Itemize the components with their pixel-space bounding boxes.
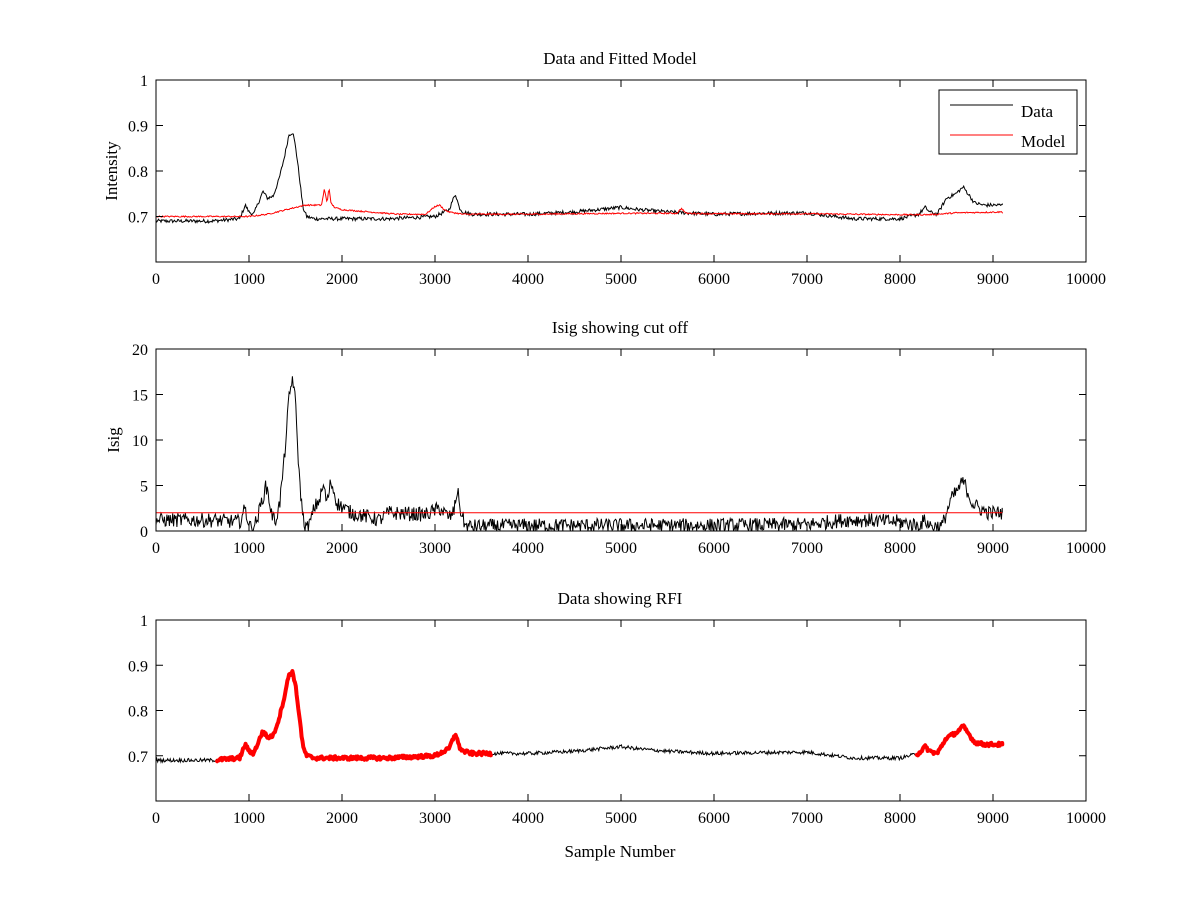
- panel-2-title: Isig showing cut off: [552, 318, 688, 337]
- x-tick-label: 8000: [884, 540, 916, 557]
- series-group: [156, 669, 1005, 764]
- x-tick-label: 10000: [1066, 271, 1106, 288]
- y-tick-label: 0.7: [128, 749, 148, 766]
- series-group: [156, 376, 1003, 531]
- x-tick-label: 6000: [698, 810, 730, 827]
- x-tick-label: 9000: [977, 271, 1009, 288]
- x-tick-label: 2000: [326, 540, 358, 557]
- x-tick-label: 5000: [605, 810, 637, 827]
- x-tick-label: 7000: [791, 810, 823, 827]
- x-tick-label: 10000: [1066, 540, 1106, 557]
- x-tick-label: 0: [152, 271, 160, 288]
- x-tick-label: 8000: [884, 810, 916, 827]
- y-tick-label: 20: [132, 342, 148, 359]
- x-tick-label: 3000: [419, 540, 451, 557]
- x-tick-label: 6000: [698, 271, 730, 288]
- panel-isig-showing-cut-off: Isig showing cut off Isig 0 1000 2000 3000 4…: [104, 318, 1106, 557]
- y-tick-label: 0.9: [128, 658, 148, 675]
- legend-box: [938, 89, 1078, 155]
- y-tick-label: 0.9: [128, 119, 148, 136]
- panel-1-title: Data and Fitted Model: [543, 49, 697, 68]
- rfi-highlight-segment-1: [215, 669, 493, 764]
- x-tick-label: 9000: [977, 540, 1009, 557]
- series-line-isig: [156, 376, 1003, 531]
- y-tick-label: 0.7: [128, 210, 148, 227]
- x-tick-label: 1000: [233, 540, 265, 557]
- panel-1-ylabel: Intensity: [102, 141, 121, 201]
- x-tick-label: 7000: [791, 271, 823, 288]
- y-tick-label: 0: [140, 524, 148, 541]
- x-tick-label: 1000: [233, 271, 265, 288]
- panel-3-plot-area: 0 1000 2000 3000 4000 5000 6000 7000 8000 9000 100…: [128, 613, 1106, 827]
- x-tick-label: 1000: [233, 810, 265, 827]
- series-line-model: [156, 188, 1003, 218]
- x-tick-label: 2000: [326, 271, 358, 288]
- panel-1-plot-area: 0 1000 2000 3000 4000 5000 6000 7000 8000 9000 100…: [128, 73, 1106, 288]
- y-tick-label: 1: [140, 613, 148, 630]
- x-tick-label: 0: [152, 540, 160, 557]
- x-tick-label: 2000: [326, 810, 358, 827]
- x-tick-label: 5000: [605, 540, 637, 557]
- x-tick-label: 8000: [884, 271, 916, 288]
- panel-3-xlabel: Sample Number: [565, 842, 676, 861]
- y-tick-label: 0.8: [128, 704, 148, 721]
- x-tick-label: 6000: [698, 540, 730, 557]
- x-tick-label: 9000: [977, 810, 1009, 827]
- y-tick-label: 5: [140, 479, 148, 496]
- y-tick-label: 1: [140, 73, 148, 90]
- panel-data-showing-rfi: Data showing RFI Sample Number 0 1000 2000…: [128, 589, 1106, 861]
- x-tick-label: 4000: [512, 810, 544, 827]
- rfi-highlight-segment-2: [914, 723, 1005, 758]
- panel-1-legend: Data Model: [938, 89, 1078, 155]
- series-line-data: [156, 133, 1003, 224]
- x-tick-label: 7000: [791, 540, 823, 557]
- series-group: [156, 133, 1003, 224]
- x-tick-label: 4000: [512, 271, 544, 288]
- y-tick-label: 10: [132, 433, 148, 450]
- x-tick-label: 5000: [605, 271, 637, 288]
- x-tick-label: 3000: [419, 271, 451, 288]
- x-tick-label: 10000: [1066, 810, 1106, 827]
- y-tick-label: 0.8: [128, 164, 148, 181]
- panel-2-plot-area: 0 1000 2000 3000 4000 5000 6000 7000 8000 9000 100…: [132, 342, 1106, 557]
- panel-data-and-fitted-model: Data and Fitted Model Intensity 0 1000 200…: [102, 49, 1106, 288]
- y-tick-label: 15: [132, 388, 148, 405]
- panel-2-ylabel: Isig: [104, 427, 123, 453]
- x-tick-label: 4000: [512, 540, 544, 557]
- panel-3-title: Data showing RFI: [558, 589, 683, 608]
- x-tick-label: 0: [152, 810, 160, 827]
- legend-label-data: Data: [1021, 102, 1054, 121]
- x-tick-label: 3000: [419, 810, 451, 827]
- legend-label-model: Model: [1021, 132, 1066, 151]
